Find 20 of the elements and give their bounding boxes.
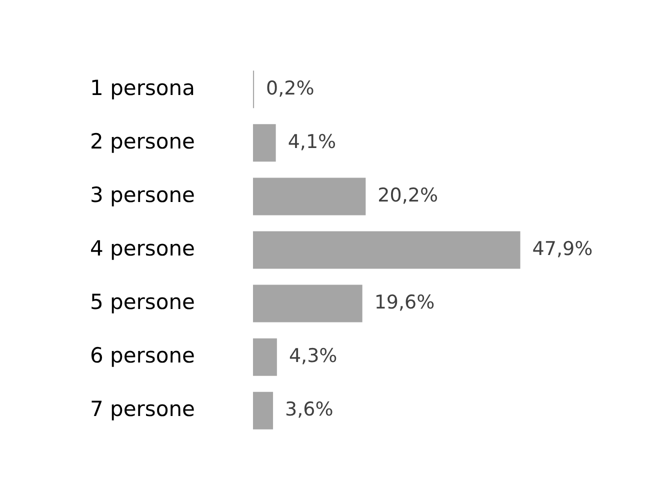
data-label: 4,3% (288, 345, 338, 368)
bar (252, 392, 274, 430)
y-tick-label: 3 persone (90, 182, 195, 207)
y-tick-label: 6 persone (90, 344, 195, 368)
data-label: 4,1% (288, 130, 336, 153)
data-label: 47,9% (532, 238, 593, 260)
data-label: 0,2% (266, 77, 314, 100)
data-label: 19,6% (374, 291, 435, 314)
y-tick-label: 2 persone (90, 129, 195, 154)
data-label: 20,2% (378, 184, 438, 206)
y-tick-label: 7 persone (90, 397, 195, 422)
y-tick-label: 1 persona (90, 76, 195, 100)
bar (252, 338, 277, 376)
bar (252, 231, 520, 269)
y-tick-label: 4 persone (90, 236, 195, 260)
bar (252, 124, 276, 162)
y-tick-label: 5 persone (90, 290, 195, 314)
bar (252, 178, 366, 216)
data-label: 3,6% (285, 398, 334, 421)
bar (252, 284, 362, 322)
